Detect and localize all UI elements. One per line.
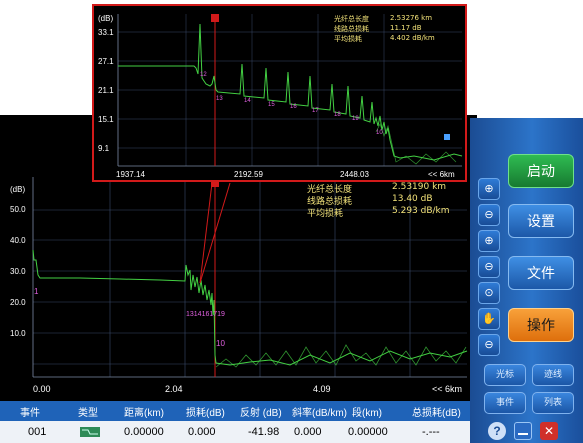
x-tick: 4.09	[313, 384, 331, 394]
operate-button[interactable]: 操作	[508, 308, 574, 342]
zoom-out-icon[interactable]: ⊖	[478, 334, 500, 356]
info-value-length: 2.53190 km	[392, 182, 447, 192]
distance-value: 0.00000	[124, 426, 164, 438]
popup-info-value-loss: 11.17 dB	[390, 24, 422, 32]
hand-icon[interactable]: ✋	[478, 308, 500, 330]
settings-button[interactable]: 设置	[508, 204, 574, 238]
info-value-avg: 5.293 dB/km	[392, 206, 450, 216]
start-button[interactable]: 启动	[508, 154, 574, 188]
info-value-loss: 13.40 dB	[392, 194, 433, 204]
zoom-fit-icon[interactable]: ⊙	[478, 282, 500, 304]
popup-svg	[117, 14, 463, 167]
info-label-length: 光纤总长度	[307, 185, 353, 195]
popup-y-tick: 21.1	[98, 86, 114, 95]
popup-event-number: 18	[334, 112, 341, 118]
table-row[interactable]: 001 0.00000 0.000 -41.98 0.000 0.00000 -…	[0, 421, 477, 443]
event-table: 事件 类型 距离(km) 损耗(dB) 反射 (dB) 斜率(dB/km) 段(…	[0, 401, 477, 443]
popup-event-number: 10	[376, 130, 383, 136]
popup-event-number: 17	[312, 108, 319, 114]
column-header[interactable]: 距离(km)	[124, 407, 164, 419]
table-header: 事件 类型 距离(km) 损耗(dB) 反射 (dB) 斜率(dB/km) 段(…	[0, 401, 477, 421]
event-number: 001	[28, 426, 47, 438]
zoom-in-icon[interactable]: ⊕	[478, 230, 500, 252]
info-label-loss: 线路总损耗	[307, 197, 353, 207]
popup-x-tick: 1937.14	[116, 170, 145, 179]
popup-info-label-loss: 线路总损耗	[334, 25, 369, 33]
launch-event-icon	[80, 426, 100, 441]
minimize-icon[interactable]	[514, 422, 532, 440]
trace-svg	[32, 177, 468, 378]
reflect-value: -41.98	[248, 426, 280, 438]
zoom-popup[interactable]: (dB) 33.1 27.1 21.1 15.1 9.1 1937.14 219…	[92, 4, 467, 182]
popup-event-number: 12	[200, 72, 207, 78]
segment-value: 0.00000	[348, 426, 388, 438]
info-label-avg: 平均损耗	[307, 209, 344, 219]
y-tick: 30.0	[10, 267, 26, 276]
popup-event-number: 19	[352, 116, 359, 122]
control-panel: ⊕ ⊖ ⊕ ⊖ ⊙ ✋ ⊖ 启动 设置 文件 操作 光标 迹线 事件 列表 ? …	[470, 118, 583, 443]
cursor-button[interactable]: 光标	[484, 364, 526, 386]
popup-x-tick: 2448.03	[340, 170, 369, 179]
x-tick: 0.00	[33, 384, 51, 394]
close-icon[interactable]: ✕	[540, 422, 558, 440]
y-tick: 20.0	[10, 298, 26, 307]
y-tick: 10.0	[10, 329, 26, 338]
popup-event-number: 16	[290, 104, 297, 110]
popup-event-number: 15	[268, 102, 275, 108]
column-header[interactable]: 反射 (dB)	[240, 407, 282, 419]
column-header[interactable]: 损耗(dB)	[186, 407, 225, 419]
x-tick: 2.04	[165, 384, 183, 394]
popup-x-tick: 2192.59	[234, 170, 263, 179]
slope-value: 0.000	[294, 426, 322, 438]
trace-button[interactable]: 迹线	[532, 364, 574, 386]
zoom-in-icon[interactable]: ⊕	[478, 178, 500, 200]
column-header[interactable]: 斜率(dB/km)	[292, 407, 347, 419]
popup-y-unit: (dB)	[98, 14, 114, 23]
popup-event-number: 13	[216, 96, 223, 102]
popup-info-value-avg: 4.402 dB/km	[390, 34, 435, 42]
event-marker-end[interactable]: 10	[216, 339, 225, 348]
popup-info-value-length: 2.53276 km	[390, 14, 433, 22]
help-icon[interactable]: ?	[488, 422, 506, 440]
event-marker-cluster[interactable]: 1314161719	[186, 311, 225, 318]
zoom-out-icon[interactable]: ⊖	[478, 256, 500, 278]
total-loss-value: -.---	[422, 426, 440, 438]
column-header[interactable]: 类型	[78, 407, 98, 419]
popup-info-label-length: 光纤总长度	[334, 15, 369, 23]
y-unit: (dB)	[10, 185, 26, 194]
popup-y-tick: 15.1	[98, 115, 114, 124]
y-tick: 50.0	[10, 205, 26, 214]
event-marker[interactable]: 1	[34, 287, 39, 296]
column-header[interactable]: 事件	[20, 407, 40, 419]
popup-y-tick: 9.1	[98, 144, 110, 153]
popup-event-number: 14	[244, 98, 251, 104]
event-button[interactable]: 事件	[484, 392, 526, 414]
zoom-out-icon[interactable]: ⊖	[478, 204, 500, 226]
loss-value: 0.000	[188, 426, 216, 438]
main-trace	[32, 249, 468, 366]
popup-trace	[118, 23, 463, 161]
column-header[interactable]: 段(km)	[352, 407, 382, 419]
popup-y-tick: 33.1	[98, 28, 114, 37]
popup-y-tick: 27.1	[98, 57, 114, 66]
y-tick: 40.0	[10, 236, 26, 245]
list-button[interactable]: 列表	[532, 392, 574, 414]
column-header[interactable]: 总损耗(dB)	[412, 407, 461, 419]
file-button[interactable]: 文件	[508, 256, 574, 290]
x-range-label[interactable]: << 6km	[432, 384, 463, 394]
popup-x-range-label: << 6km	[428, 170, 455, 179]
popup-info-label-avg: 平均损耗	[334, 35, 362, 43]
